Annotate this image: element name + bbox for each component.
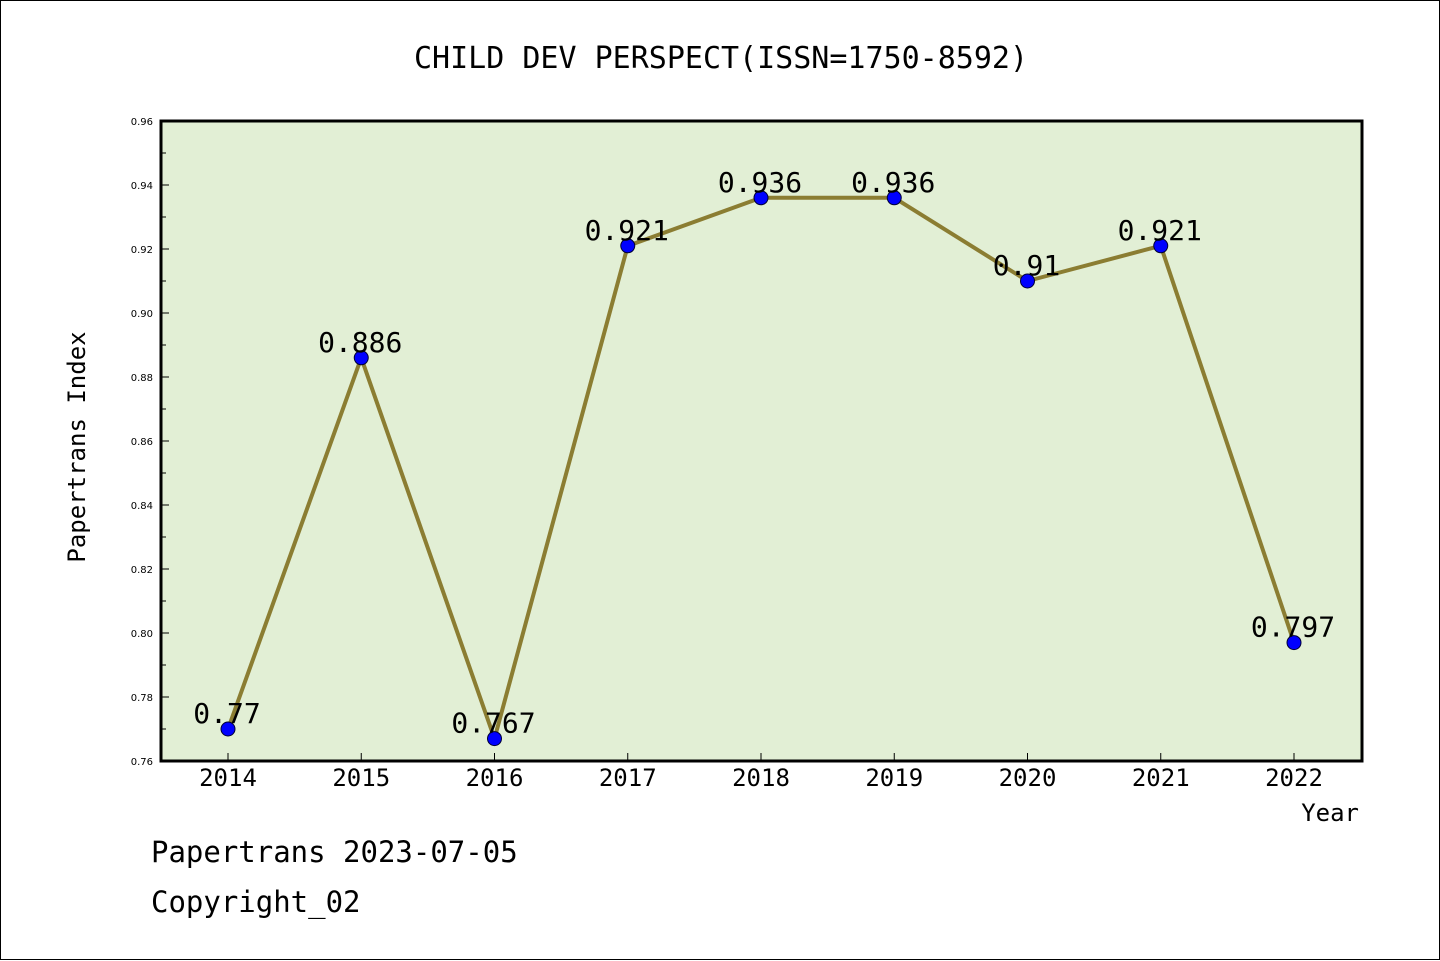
y-tick-label: 0.86 — [131, 437, 153, 448]
data-point — [1153, 238, 1169, 254]
data-label: 0.797 — [1251, 611, 1335, 644]
data-point — [753, 190, 769, 206]
data-label: 0.886 — [318, 326, 402, 359]
y-tick-label: 0.78 — [131, 693, 153, 704]
y-tick-label: 0.96 — [131, 117, 153, 128]
y-tick-label: 0.92 — [131, 245, 153, 256]
data-label: 0.936 — [851, 166, 935, 199]
x-tick-label: 2014 — [199, 764, 257, 792]
y-tick-label: 0.82 — [131, 565, 153, 576]
x-tick-label: 2018 — [732, 764, 790, 792]
data-point — [1020, 273, 1035, 289]
x-tick-label: 2015 — [332, 764, 390, 792]
x-tick-label: 2017 — [599, 764, 657, 792]
data-label: 0.767 — [451, 707, 535, 740]
y-tick-label: 0.90 — [131, 309, 153, 320]
data-point — [220, 721, 236, 737]
data-label: 0.91 — [993, 249, 1060, 282]
y-tick-label: 0.80 — [131, 629, 153, 640]
data-point — [487, 731, 502, 747]
y-axis-label: Papertrans Index — [63, 331, 91, 562]
data-label: 0.77 — [193, 697, 260, 730]
data-point — [1286, 635, 1302, 651]
plot-border — [159, 119, 1364, 763]
series-group: 0.77 0.886 0.767 0.921 0.936 0.936 0.91 0.921 0.… — [193, 166, 1335, 747]
x-tick-label: 2019 — [865, 764, 923, 792]
x-tick-label: 2022 — [1265, 764, 1323, 792]
chart-title: CHILD DEV PERSPECT(ISSN=1750-8592) — [414, 41, 1028, 76]
x-tick-label: 2021 — [1132, 764, 1190, 792]
plot-area — [161, 121, 1362, 761]
data-point — [620, 238, 636, 254]
footer-copyright: Copyright_02 — [151, 885, 361, 919]
y-tick-label: 0.88 — [131, 373, 153, 384]
data-point — [353, 350, 369, 366]
data-label: 0.936 — [718, 166, 802, 199]
data-label: 0.921 — [585, 214, 669, 247]
data-label: 0.921 — [1118, 214, 1202, 247]
y-tick-label: 0.76 — [131, 757, 153, 768]
data-point — [886, 190, 902, 206]
y-tick-label: 0.84 — [131, 501, 153, 512]
x-axis-label: Year — [1301, 799, 1359, 827]
x-tick-label: 2020 — [999, 764, 1057, 792]
x-axis-ticks: 2014 2015 2016 2017 2018 2019 2020 2021 2022 — [199, 753, 1323, 792]
footer-date: Papertrans 2023-07-05 — [151, 835, 518, 869]
x-tick-label: 2016 — [466, 764, 524, 792]
y-tick-label: 0.94 — [131, 181, 153, 192]
